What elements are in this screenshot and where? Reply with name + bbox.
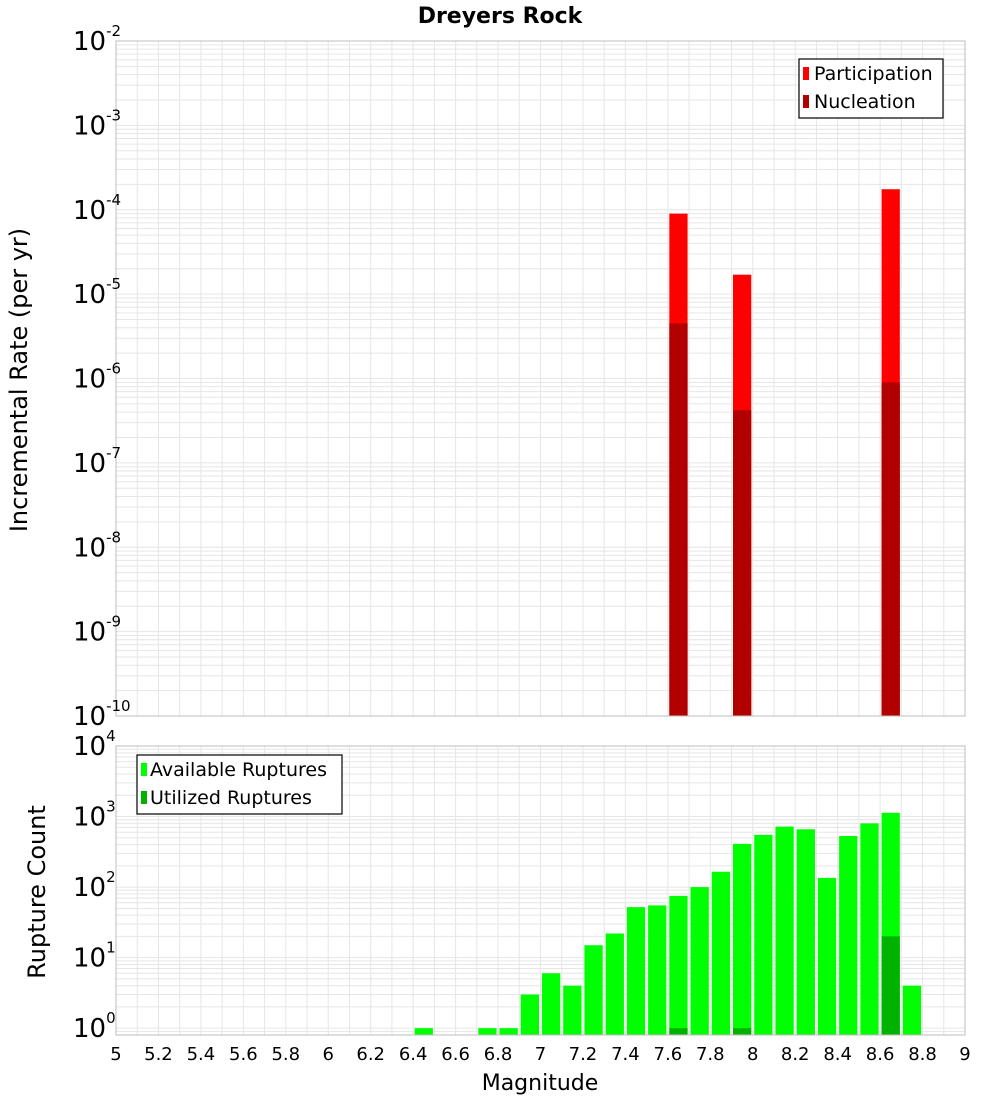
y-tick-label: 10-10	[73, 697, 131, 732]
bottom-y-axis-ticks: 100 101 102 103 104	[73, 727, 116, 1044]
bottom-bar-available-ruptures	[584, 945, 603, 1035]
legend-label-nucleation: Nucleation	[814, 91, 916, 113]
x-tick-label: 6.4	[399, 1044, 428, 1065]
bottom-bar-available-ruptures	[860, 823, 879, 1035]
bottom-bar-available-ruptures	[669, 895, 688, 1035]
top-bar-nucleation	[733, 410, 752, 716]
y-tick-label: 10-9	[73, 613, 121, 648]
y-tick-label: 10-8	[73, 528, 121, 563]
x-tick-label: 5	[110, 1044, 121, 1065]
top-legend: Participation Nucleation	[798, 58, 944, 119]
bottom-bar-available-ruptures	[839, 835, 858, 1035]
bottom-bar-available-ruptures	[775, 826, 794, 1035]
legend-label-available-ruptures: Available Ruptures	[150, 759, 327, 781]
legend-swatch-nucleation	[803, 95, 809, 108]
bottom-bar-available-ruptures	[733, 843, 752, 1035]
legend-swatch-participation	[803, 67, 809, 80]
x-tick-label: 7.2	[569, 1044, 598, 1065]
bottom-bar-available-ruptures	[520, 994, 540, 1035]
bottom-bar-available-ruptures	[626, 907, 646, 1035]
bottom-bar-available-ruptures	[902, 985, 922, 1035]
legend-label-utilized-ruptures: Utilized Ruptures	[150, 787, 312, 809]
y-tick-label: 102	[73, 868, 116, 903]
x-tick-label: 5.6	[229, 1044, 258, 1065]
bottom-bar-available-ruptures	[754, 834, 773, 1035]
x-tick-label: 7.6	[654, 1044, 683, 1065]
x-tick-label: 8.8	[908, 1044, 937, 1065]
bottom-plot-area	[115, 745, 966, 1036]
x-tick-label: 5.4	[187, 1044, 216, 1065]
x-tick-label: 6.6	[441, 1044, 470, 1065]
x-tick-label: 8.4	[823, 1044, 852, 1065]
bottom-y-axis-label: Rupture Count	[23, 805, 51, 979]
bottom-bar-available-ruptures	[605, 933, 624, 1035]
bottom-bar-available-ruptures	[817, 877, 837, 1035]
x-tick-label: 8.2	[781, 1044, 810, 1065]
y-tick-label: 10-3	[73, 106, 121, 141]
bottom-bar-utilized-ruptures	[669, 1028, 688, 1035]
x-tick-label: 7	[535, 1044, 546, 1065]
x-tick-label: 8	[747, 1044, 758, 1065]
legend-label-participation: Participation	[814, 63, 933, 85]
y-tick-label: 104	[73, 727, 116, 762]
bottom-bar-available-ruptures	[414, 1028, 433, 1035]
x-tick-label: 9	[959, 1044, 970, 1065]
y-tick-label: 100	[73, 1009, 116, 1044]
x-tick-label: 5.8	[271, 1044, 300, 1065]
x-axis-label: Magnitude	[482, 1071, 599, 1096]
x-tick-label: 6.2	[356, 1044, 385, 1065]
bottom-bar-utilized-ruptures	[881, 936, 900, 1035]
bottom-bar-available-ruptures	[563, 985, 582, 1035]
bottom-plot-bars	[414, 812, 922, 1035]
y-tick-label: 10-6	[73, 360, 121, 395]
bottom-legend: Available Ruptures Utilized Ruptures	[136, 754, 343, 815]
top-y-axis-ticks: 10-10 10-9 10-8 10-7 10-6 10-5 10-4 10-3 10-2	[73, 22, 131, 732]
bottom-bar-available-ruptures	[690, 887, 709, 1035]
x-tick-label: 8.6	[866, 1044, 895, 1065]
bottom-bar-utilized-ruptures	[733, 1028, 752, 1035]
y-tick-label: 10-2	[73, 22, 121, 57]
x-axis-ticks: 5 5.2 5.4 5.6 5.8 6 6.2 6.4 6.6 6.8 7 7.2 7.4 7.6 7.8 8…	[110, 1044, 970, 1065]
y-tick-label: 101	[73, 939, 116, 974]
legend-swatch-available-ruptures	[141, 763, 147, 776]
bottom-bar-available-ruptures	[796, 829, 815, 1035]
legend-swatch-utilized-ruptures	[141, 791, 147, 804]
y-tick-label: 10-5	[73, 275, 121, 310]
top-bar-nucleation	[881, 382, 900, 716]
top-bar-nucleation	[669, 323, 688, 716]
x-tick-label: 7.8	[696, 1044, 725, 1065]
x-tick-label: 7.4	[611, 1044, 640, 1065]
x-tick-label: 6	[323, 1044, 334, 1065]
y-tick-label: 10-4	[73, 191, 121, 226]
bottom-bar-available-ruptures	[541, 973, 561, 1035]
bottom-bar-available-ruptures	[478, 1028, 497, 1035]
chart-title: Dreyers Rock	[418, 4, 584, 29]
top-plot-bars	[669, 189, 900, 717]
y-tick-label: 103	[73, 798, 116, 833]
top-plot-grid	[116, 40, 965, 717]
bottom-bar-available-ruptures	[711, 871, 731, 1035]
x-tick-label: 5.2	[144, 1044, 173, 1065]
bottom-bar-available-ruptures	[648, 905, 667, 1035]
bottom-bar-available-ruptures	[499, 1028, 518, 1035]
y-tick-label: 10-7	[73, 444, 121, 479]
top-y-axis-label: Incremental Rate (per yr)	[5, 228, 33, 532]
x-tick-label: 6.8	[484, 1044, 513, 1065]
top-plot-area	[115, 40, 966, 717]
